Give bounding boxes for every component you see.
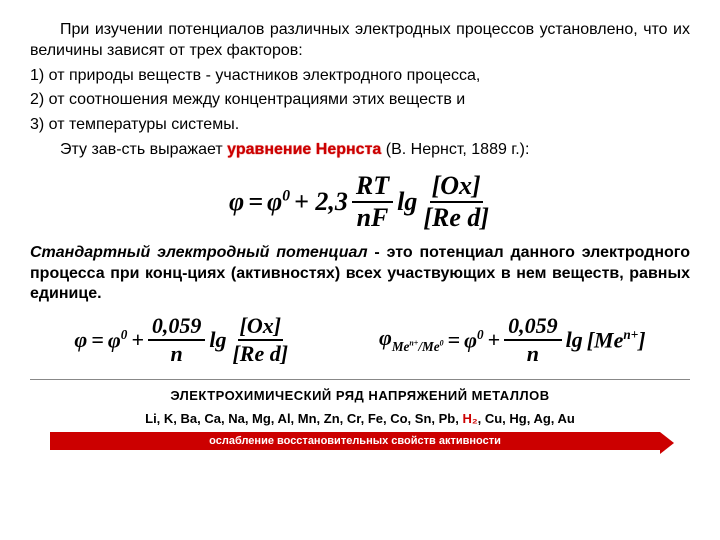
intro-paragraph: При изучении потенциалов различных элект… bbox=[30, 20, 690, 62]
eq-frac-oxred: [Ox] [Re d] bbox=[421, 173, 491, 231]
eq-phi: φ bbox=[229, 187, 244, 217]
arrow-container: ослабление восстановительных свойств акт… bbox=[40, 432, 670, 450]
eq-left: φ = φ0 + 0,059 n lg [Ox] [Re d] bbox=[74, 315, 290, 365]
series-metals: Li, K, Ba, Ca, Na, Mg, Al, Mn, Zn, Cr, F… bbox=[30, 411, 690, 426]
arrow-label: ослабление восстановительных свойств акт… bbox=[50, 432, 660, 450]
h2-marker: H₂ bbox=[462, 411, 477, 426]
eq-right: φMen+/Me0 = φ0 + 0,059 n lg [Men+] bbox=[379, 315, 646, 365]
list-item-2: 2) от соотношения между концентрациями э… bbox=[30, 90, 690, 111]
series-box: ЭЛЕКТРОХИМИЧЕСКИЙ РЯД НАПРЯЖЕНИЙ МЕТАЛЛО… bbox=[30, 379, 690, 450]
eq-lg: lg bbox=[397, 187, 417, 217]
def-term: Стандартный электродный потенциал bbox=[30, 244, 368, 261]
two-equations: φ = φ0 + 0,059 n lg [Ox] [Re d] φMen+/Me… bbox=[30, 315, 690, 365]
nernst-line: Эту зав-сть выражает уравнение Нернста (… bbox=[30, 140, 690, 161]
main-equation: φ = φ0 + 2,3 RT nF lg [Ox] [Re d] bbox=[30, 173, 690, 231]
series-title: ЭЛЕКТРОХИМИЧЕСКИЙ РЯД НАПРЯЖЕНИЙ МЕТАЛЛО… bbox=[30, 388, 690, 403]
eq-eq: = bbox=[248, 187, 263, 217]
definition: Стандартный электродный потенциал - это … bbox=[30, 243, 690, 305]
nernst-prefix: Эту зав-сть выражает bbox=[60, 141, 227, 158]
eq-phi0: φ0 bbox=[267, 187, 290, 217]
nernst-suffix: (В. Нернст, 1889 г.): bbox=[381, 141, 529, 158]
list-item-1: 1) от природы веществ - участников элект… bbox=[30, 66, 690, 87]
eq-frac-rtnf: RT nF bbox=[352, 173, 393, 231]
nernst-term: уравнение Нернста bbox=[227, 141, 381, 158]
list-item-3: 3) от температуры системы. bbox=[30, 115, 690, 136]
eq-plus: + 2,3 bbox=[294, 187, 348, 217]
